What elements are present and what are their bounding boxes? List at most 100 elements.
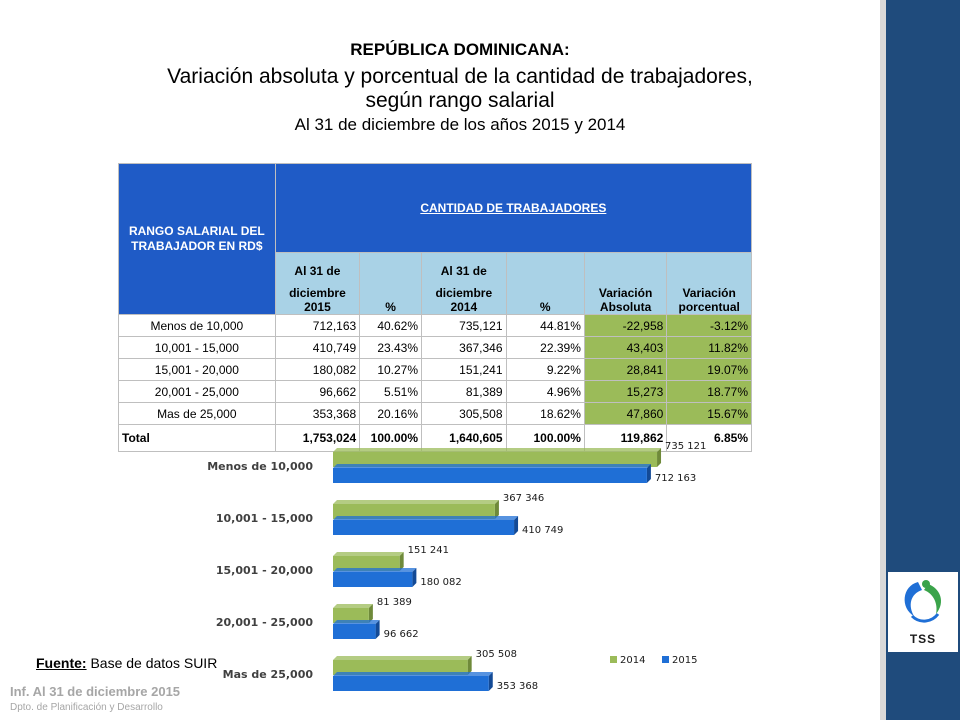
cell-rango: Menos de 10,000 [118,314,276,337]
cell-pct-2014: 22.39% [505,336,585,359]
cell-pct-2014: 4.96% [505,380,585,403]
cell-2014: 151,241 [421,358,507,381]
bar-side-2015 [488,672,493,691]
data-label-2015: 712 163 [655,473,696,484]
cell-2015: 180,082 [274,358,361,381]
cell-var-abs: 43,403 [583,336,668,359]
subheader-var-pct: Variación porcentual [666,251,752,316]
subheader-2014: Al 31 de diciembre 2014 [421,251,507,316]
cell-pct-2015: 10.27% [359,358,423,381]
bar-2015 [333,572,413,587]
table-row: Menos de 10,000 712,163 40.62% 735,121 4… [118,314,752,337]
cell-total-pct-2015: 100.00% [359,424,423,452]
title-main: Variación absoluta y porcentual de la ca… [167,65,753,88]
cell-total-2015: 1,753,024 [274,424,361,452]
data-label-2015: 180 082 [420,577,461,588]
title-main-cont: según rango salarial [365,89,555,112]
legend-swatch-2014 [610,656,617,663]
cell-var-abs: 15,273 [583,380,668,403]
bar-side-2015 [412,568,417,587]
cell-var-pct: 19.07% [666,358,752,381]
data-label-2014: 81 389 [377,597,412,608]
cell-var-pct: 11.82% [666,336,752,359]
cell-var-pct: -3.12% [666,314,752,337]
bar-top-2015 [333,464,651,468]
bar-2015 [333,624,376,639]
bar-2015 [333,520,515,535]
bar-side-2014 [657,448,662,467]
cell-total-var-pct: 6.85% [666,424,752,452]
category-label: Mas de 25,000 [223,668,314,681]
cell-2015: 712,163 [274,314,361,337]
bar-top-2015 [333,516,519,520]
cell-2014: 367,346 [421,336,507,359]
title-country: REPÚBLICA DOMINICANA: [350,40,570,59]
bar-top-2014 [333,656,472,660]
cell-pct-2014: 44.81% [505,314,585,337]
cell-pct-2015: 5.51% [359,380,423,403]
subheader-pct-2014: % [505,251,585,316]
cell-pct-2015: 23.43% [359,336,423,359]
table-row: 15,001 - 20,000 180,082 10.27% 151,241 9… [118,358,752,381]
title-date: Al 31 de diciembre de los años 2015 y 20… [294,115,626,134]
bar-side-2014 [467,656,472,675]
subheader-2015: Al 31 de diciembre 2015 [274,251,361,316]
cell-2015: 96,662 [274,380,361,403]
data-label-2014: 367 346 [503,493,544,504]
bar-side-2014 [399,552,404,571]
table-total-row: Total 1,753,024 100.00% 1,640,605 100.00… [118,424,752,452]
category-label: 15,001 - 20,000 [216,564,313,577]
cell-var-abs: -22,958 [583,314,668,337]
cell-pct-2015: 40.62% [359,314,423,337]
footer-info: Inf. Al 31 de diciembre 2015 [10,684,181,699]
bar-2015 [333,468,647,483]
data-label-2015: 96 662 [384,629,419,640]
tss-logo-icon [904,580,942,623]
category-label: Menos de 10,000 [207,460,313,473]
subheader-2014-line1: Al 31 de [440,264,487,278]
slide-right-edge [880,0,886,720]
cell-var-pct: 15.67% [666,402,752,425]
bar-2014 [333,452,658,467]
cell-pct-2014: 9.22% [505,358,585,381]
data-label-2014: 735 121 [665,441,706,452]
bar-top-2014 [333,604,373,608]
bar-side-2015 [514,516,519,535]
bar-top-2014 [333,552,404,556]
data-label-2014: 305 508 [476,649,517,660]
subheader-2015-line2: diciembre 2015 [289,286,346,314]
cell-2014: 305,508 [421,402,507,425]
table-row: 20,001 - 25,000 96,662 5.51% 81,389 4.96… [118,380,752,403]
subheader-2014-line2: diciembre 2014 [435,286,493,314]
header-rango: RANGO SALARIAL DEL TRABAJADOR EN RD$ [118,163,276,315]
source-note: Fuente: Base de datos SUIR [36,655,217,671]
bar-top-2015 [333,672,493,676]
cell-2015: 410,749 [274,336,361,359]
tss-logo-text: TSS [909,632,937,646]
header-cantidad: CANTIDAD DE TRABAJADORES [274,163,753,253]
bar-top-2014 [333,448,662,452]
footer-dept: Dpto. de Planificación y Desarrollo [10,702,163,713]
source-label: Fuente: [36,655,87,671]
bar-side-2014 [368,604,373,623]
data-label-2015: 410 749 [522,525,563,536]
cell-rango: 15,001 - 20,000 [118,358,276,381]
cell-rango: 20,001 - 25,000 [118,380,276,403]
legend-label-2015: 2015 [672,655,697,666]
bar-side-2015 [646,464,651,483]
subheader-pct-2015: % [359,251,423,316]
subheader-2015-line1: Al 31 de [294,264,341,278]
table-row: Mas de 25,000 353,368 20.16% 305,508 18.… [118,402,752,425]
cell-2014: 735,121 [421,314,507,337]
bar-2014 [333,556,400,571]
bar-side-2015 [375,620,380,639]
source-text: Base de datos SUIR [90,655,218,671]
data-label-2015: 353 368 [497,681,538,692]
bar-side-2014 [494,500,499,519]
cell-2014: 81,389 [421,380,507,403]
category-label: 10,001 - 15,000 [216,512,313,525]
tss-logo: TSS [888,572,958,652]
bar-2014 [333,504,495,519]
subheader-var-abs: Variación Absoluta [583,251,668,316]
cell-total-label: Total [118,424,276,452]
